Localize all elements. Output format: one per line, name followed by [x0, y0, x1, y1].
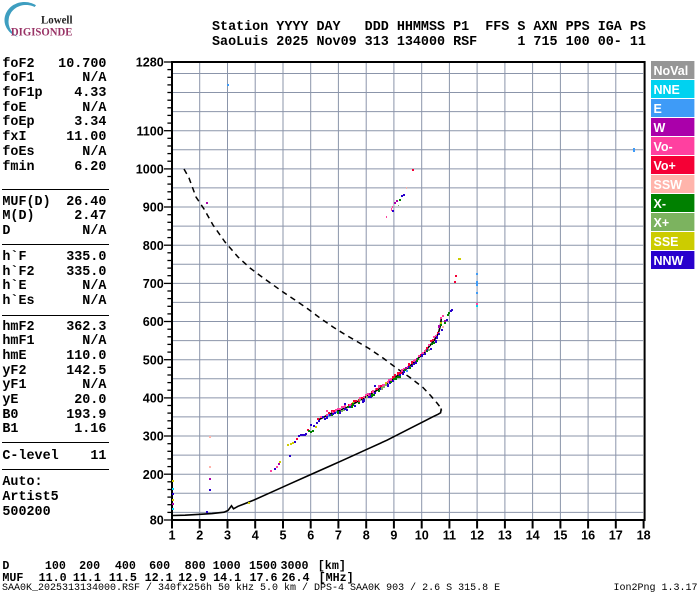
svg-text:X-: X- — [654, 197, 667, 211]
svg-text:NNE: NNE — [654, 83, 680, 97]
svg-text:18: 18 — [637, 528, 651, 542]
svg-text:4: 4 — [252, 528, 259, 542]
svg-text:Vo-: Vo- — [654, 140, 673, 154]
svg-text:NoVal: NoVal — [654, 64, 689, 78]
svg-text:Lowell: Lowell — [41, 15, 73, 27]
svg-text:17: 17 — [609, 528, 623, 542]
svg-text:800: 800 — [143, 239, 164, 253]
svg-text:1: 1 — [168, 528, 175, 542]
svg-text:6: 6 — [307, 528, 314, 542]
svg-text:2: 2 — [196, 528, 203, 542]
svg-text:E: E — [654, 102, 662, 116]
svg-text:SSW: SSW — [654, 178, 683, 192]
svg-text:12: 12 — [470, 528, 484, 542]
svg-text:11: 11 — [443, 528, 456, 542]
svg-text:9: 9 — [390, 528, 397, 542]
svg-text:1000: 1000 — [136, 163, 164, 177]
svg-text:400: 400 — [143, 392, 164, 406]
svg-text:300: 300 — [143, 430, 164, 444]
svg-text:900: 900 — [143, 201, 164, 215]
svg-text:NNW: NNW — [654, 254, 684, 268]
svg-text:600: 600 — [143, 315, 164, 329]
svg-text:14: 14 — [526, 528, 540, 542]
svg-text:80: 80 — [150, 514, 164, 528]
svg-text:Vo+: Vo+ — [654, 159, 676, 173]
svg-text:16: 16 — [581, 528, 595, 542]
svg-text:5: 5 — [279, 528, 286, 542]
svg-text:7: 7 — [335, 528, 342, 542]
svg-text:3: 3 — [224, 528, 231, 542]
svg-text:X+: X+ — [654, 216, 670, 230]
svg-text:DIGISONDE: DIGISONDE — [11, 24, 73, 38]
svg-text:10: 10 — [415, 528, 429, 542]
svg-text:700: 700 — [143, 277, 164, 291]
svg-text:13: 13 — [498, 528, 512, 542]
svg-text:15: 15 — [553, 528, 567, 542]
svg-text:1100: 1100 — [136, 124, 163, 138]
svg-text:500: 500 — [143, 353, 164, 367]
svg-text:SSE: SSE — [654, 235, 679, 249]
svg-text:1280: 1280 — [136, 56, 164, 70]
svg-text:200: 200 — [143, 468, 164, 482]
svg-text:W: W — [654, 121, 666, 135]
svg-text:8: 8 — [363, 528, 370, 542]
